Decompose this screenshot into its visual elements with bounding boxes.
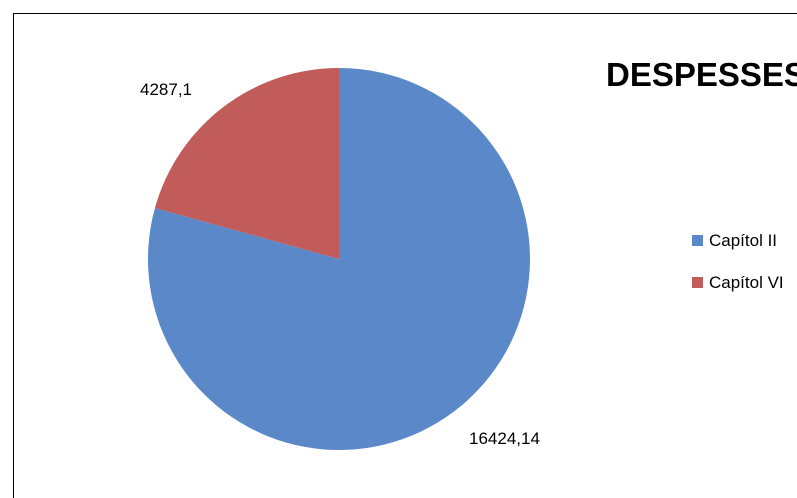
legend: Capítol II Capítol VI [692, 231, 784, 292]
data-label-capitol-vi: 4287,1 [140, 80, 192, 99]
legend-label-capitol-ii: Capítol II [709, 231, 777, 250]
data-label-capitol-ii: 16424,14 [469, 429, 540, 448]
pie-slices [148, 68, 530, 450]
legend-swatch-capitol-ii [692, 235, 703, 246]
legend-swatch-capitol-vi [692, 277, 703, 288]
pie-slice-cap-tol-ii [148, 68, 530, 450]
chart-title: DESPESSES [606, 56, 797, 93]
pie-slice-cap-tol-vi [154, 68, 339, 259]
legend-label-capitol-vi: Capítol VI [709, 273, 784, 292]
